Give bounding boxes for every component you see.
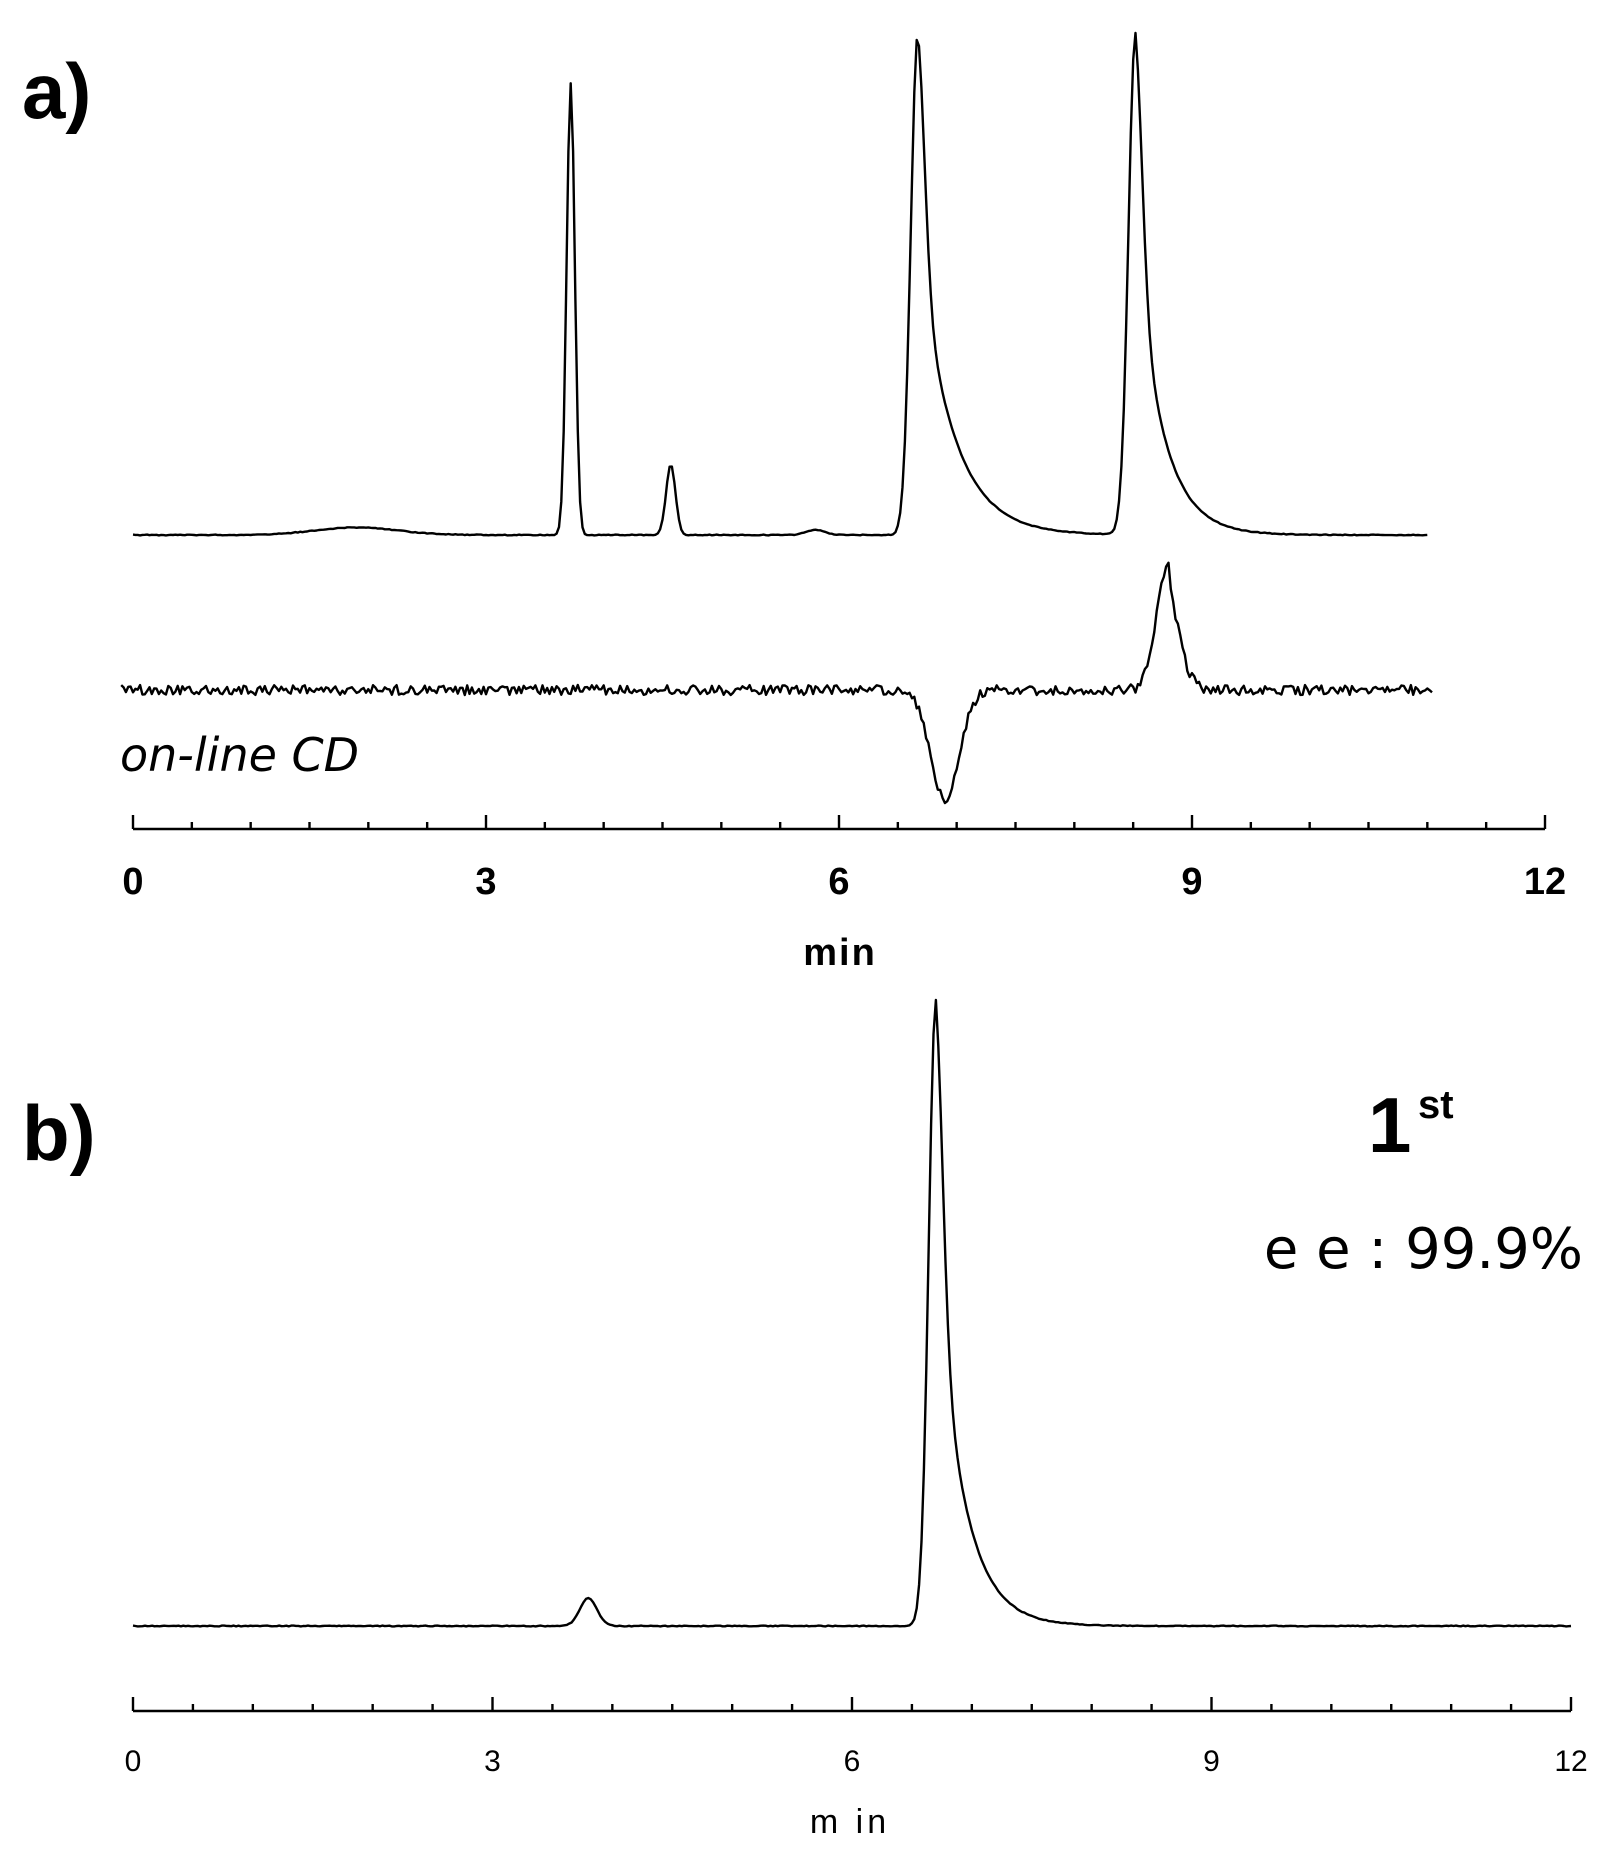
- elution-order-number: 1: [1368, 1081, 1411, 1169]
- panel-b-x-axis: [131, 1697, 1573, 1713]
- x-tick-label: 3: [475, 861, 496, 903]
- x-tick-label: 9: [1203, 1745, 1220, 1778]
- panel-a-x-axis: [131, 815, 1547, 831]
- panel-a-uv-trace: [132, 31, 1428, 537]
- x-tick-label: 0: [122, 861, 143, 903]
- x-tick-label: 0: [125, 1745, 142, 1778]
- x-tick-label: 6: [844, 1745, 861, 1778]
- x-tick-label: 12: [1554, 1745, 1587, 1778]
- x-tick-label: 9: [1181, 861, 1202, 903]
- x-tick-label: 3: [484, 1745, 501, 1778]
- panel-b-label: b): [22, 1089, 96, 1177]
- panel-b-x-axis-title: m in: [810, 1803, 890, 1841]
- ee-value-label: e e : 99.9%: [1264, 1217, 1583, 1282]
- panel-a: a) on-line CD min: [22, 31, 1547, 974]
- panel-a-label: a): [22, 47, 91, 135]
- cd-trace-label: on-line CD: [120, 728, 359, 782]
- panel-b-uv-trace: [132, 998, 1572, 1628]
- panel-b: b) 1 st e e : 99.9% m in: [22, 998, 1583, 1841]
- x-tick-label: 6: [828, 861, 849, 903]
- ee-annotation: 1 st e e : 99.9%: [1264, 1081, 1583, 1282]
- x-tick-label: 12: [1524, 861, 1566, 903]
- panel-a-x-axis-title: min: [803, 932, 877, 974]
- panel-a-cd-trace: [120, 561, 1433, 805]
- elution-order-superscript: st: [1418, 1083, 1454, 1127]
